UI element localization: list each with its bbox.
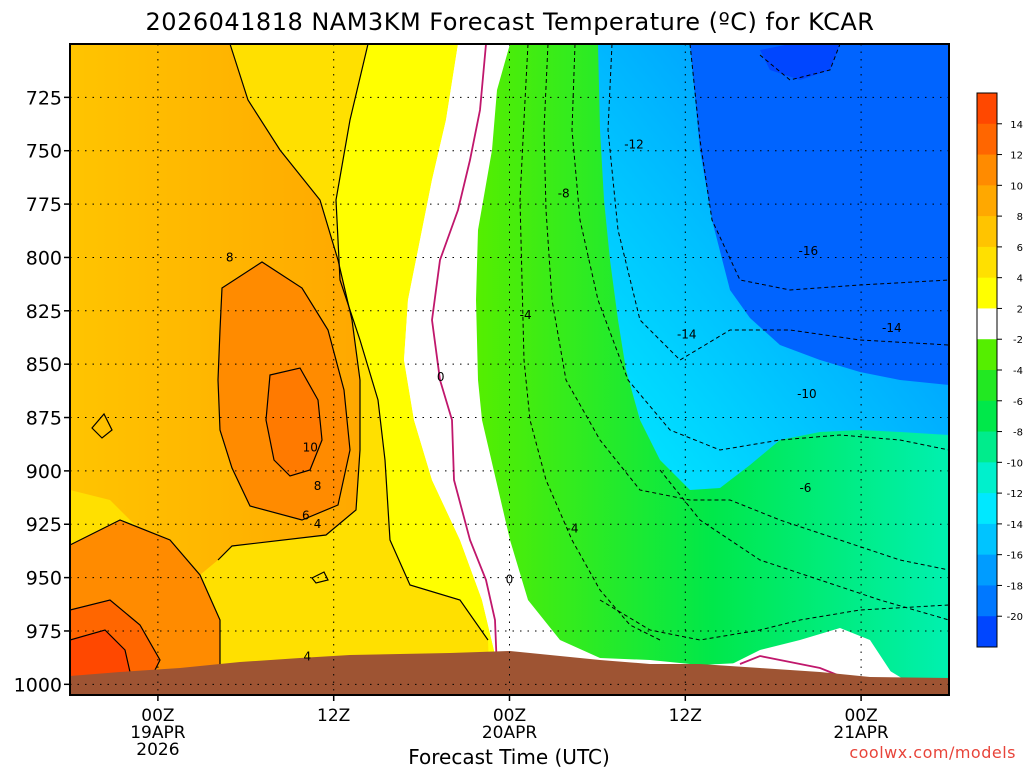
colorbar-label: 10 [1010, 181, 1023, 192]
y-tick-label: 875 [26, 408, 62, 430]
y-tick-label: 950 [26, 568, 62, 590]
credit-text: coolwx.com/models [849, 743, 1016, 762]
contour-label: -16 [799, 244, 819, 258]
x-tick-label: 00Z [493, 706, 526, 726]
colorbar-label: 4 [1017, 274, 1023, 285]
contour-label: 0 [437, 370, 445, 384]
contour-label: -10 [797, 387, 817, 401]
y-tick-label: 750 [26, 141, 62, 163]
colorbar-swatch [977, 308, 997, 340]
x-tick-label: 00Z [844, 706, 877, 726]
contour-label: -14 [677, 327, 697, 341]
y-tick-label: 850 [26, 354, 62, 376]
colorbar-swatch [977, 277, 997, 309]
colorbar-swatch [977, 216, 997, 248]
contour-label: 8 [226, 250, 234, 264]
contour-label: 0 [506, 573, 514, 587]
x-tick-label: 2026 [136, 740, 179, 760]
y-tick-label: 825 [26, 301, 62, 323]
freezing-line [431, 44, 846, 695]
colorbar-swatch [977, 462, 997, 494]
region-deep-blue [690, 44, 949, 385]
colorbar-label: 6 [1017, 243, 1023, 254]
colorbar-label: 14 [1010, 120, 1023, 131]
contour-label: 4 [304, 650, 312, 664]
colorbar-label: -10 [1007, 458, 1023, 469]
colorbar-swatch [977, 400, 997, 433]
colorbar-swatch [977, 246, 997, 279]
colorbar: 14 12 10 8 6 4 2 -2 -4 -6 -8 -10 -12 -14 -16 -18 -20 [976, 92, 1023, 648]
terrain [70, 651, 949, 695]
contour-label: -4 [520, 308, 532, 322]
colorbar-swatch [977, 123, 997, 156]
contour-label: 10 [303, 440, 318, 454]
colorbar-label: -6 [1013, 397, 1023, 408]
colorbar-label: -14 [1007, 520, 1023, 531]
colorbar-label: -8 [1013, 428, 1023, 439]
colorbar-swatch [977, 554, 997, 586]
x-tick-label: 12Z [317, 706, 350, 726]
contour-label: -12 [624, 137, 644, 151]
colorbar-swatch [977, 339, 997, 371]
colorbar-swatch [977, 93, 997, 125]
plot-area [70, 44, 949, 695]
colorbar-swatch [977, 431, 997, 463]
region-deepest-blue [760, 44, 840, 80]
x-tick-label: 21APR [833, 723, 889, 743]
y-tick-label: 775 [26, 194, 62, 216]
x-axis-label: Forecast Time (UTC) [408, 745, 610, 768]
positive-isotherms [70, 44, 489, 681]
colorbar-label: 2 [1017, 304, 1023, 315]
colorbar-label: 8 [1017, 212, 1023, 223]
x-tick-label: 00Z [141, 706, 174, 726]
contour-label: 4 [314, 517, 322, 531]
colorbar-label: -16 [1007, 551, 1023, 562]
chart-title: 2026041818 NAM3KM Forecast Temperature (… [146, 8, 875, 36]
colorbar-label: -20 [1007, 612, 1023, 623]
contour-label: 8 [314, 479, 322, 493]
colorbar-swatch [977, 154, 997, 186]
contour-label: -4 [567, 522, 579, 536]
colorbar-swatch [977, 523, 997, 556]
negative-isotherms [519, 44, 949, 641]
region-low-left-hottest [70, 630, 130, 680]
y-tick-label: 1000 [14, 674, 62, 696]
region-warm-core [266, 368, 322, 476]
colorbar-swatch [977, 493, 997, 525]
colorbar-label: -2 [1013, 335, 1023, 346]
colorbar-label: -4 [1013, 366, 1023, 377]
colorbar-label: 12 [1010, 151, 1023, 162]
colorbar-label: -12 [1007, 489, 1023, 500]
colorbar-swatch [977, 370, 997, 402]
x-tick-label: 19APR [130, 723, 186, 743]
y-axis: 725 750 775 800 825 850 875 900 925 950 975 1000 [14, 87, 70, 696]
x-tick-label: 12Z [669, 706, 702, 726]
contour-label: 6 [302, 509, 310, 523]
y-tick-label: 975 [26, 621, 62, 643]
y-tick-label: 725 [26, 87, 62, 109]
y-tick-label: 800 [26, 247, 62, 269]
x-tick-label: 20APR [482, 723, 538, 743]
colorbar-swatch [977, 185, 997, 217]
contour-label: -14 [882, 321, 902, 335]
contour-label: -6 [799, 481, 811, 495]
y-tick-label: 900 [26, 461, 62, 483]
y-tick-label: 925 [26, 514, 62, 536]
colorbar-swatch [977, 585, 997, 617]
colorbar-label: -18 [1007, 581, 1023, 592]
region-near-freezing [404, 44, 540, 695]
contour-label: -8 [558, 186, 570, 200]
colorbar-swatch [977, 616, 997, 648]
region-near-freezing-low-right [720, 628, 895, 680]
